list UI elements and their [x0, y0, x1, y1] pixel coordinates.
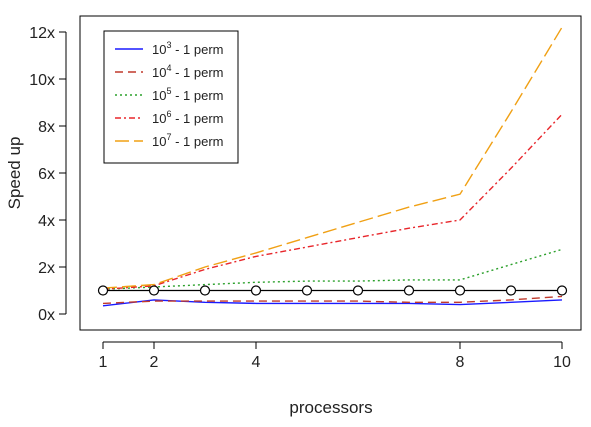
y-tick-label: 8x: [38, 119, 55, 136]
reference-layer: [97, 285, 568, 296]
reference-point: [505, 285, 517, 296]
y-axis-title: Speed up: [5, 137, 24, 210]
x-tick-label: 10: [553, 354, 571, 371]
series-line-10-3: [102, 299, 563, 307]
legend-label: 104 - 1 perm: [152, 63, 224, 80]
legend-label-exponent: 4: [166, 63, 171, 73]
y-tick-label: 10x: [29, 72, 55, 89]
axes-layer: 0x 2x 4x 6x 8x 10x 12x 1 2 4 8 10: [29, 25, 571, 371]
series-layer: [102, 26, 563, 307]
legend-label-suffix: - 1 perm: [171, 42, 223, 57]
legend-label: 105 - 1 perm: [152, 86, 224, 103]
reference-point: [403, 285, 415, 296]
legend-label-exponent: 7: [166, 132, 171, 142]
reference-point: [454, 285, 466, 296]
x-axis-title: processors: [289, 398, 372, 417]
legend-label: 106 - 1 perm: [152, 109, 224, 126]
x-tick-label: 4: [252, 354, 261, 371]
legend-label-suffix: - 1 perm: [171, 134, 223, 149]
reference-point: [301, 285, 313, 296]
legend-label-exponent: 6: [166, 109, 171, 119]
x-tick-label: 1: [99, 354, 108, 371]
reference-point: [556, 285, 568, 296]
legend-label-base: 10: [152, 134, 166, 149]
legend-label-exponent: 3: [166, 40, 171, 50]
legend-label: 107 - 1 perm: [152, 132, 224, 149]
reference-point: [250, 285, 262, 296]
series-line-10-5: [102, 248, 563, 290]
legend-label-base: 10: [152, 65, 166, 80]
reference-point: [199, 285, 211, 296]
y-tick-label: 12x: [29, 25, 55, 42]
legend-label: 103 - 1 perm: [152, 40, 224, 57]
legend-label-base: 10: [152, 88, 166, 103]
x-tick-label: 8: [456, 354, 465, 371]
legend-label-base: 10: [152, 42, 166, 57]
legend-label-exponent: 5: [166, 86, 171, 96]
legend-label-base: 10: [152, 111, 166, 126]
series-line-10-4: [102, 295, 563, 305]
plot-frame: [79, 15, 582, 331]
y-tick-label: 6x: [38, 166, 55, 183]
y-tick-label: 0x: [38, 307, 55, 324]
legend-label-suffix: - 1 perm: [171, 65, 223, 80]
reference-point: [148, 285, 160, 296]
series-line-10-7: [102, 26, 563, 289]
reference-point: [352, 285, 364, 296]
y-tick-label: 4x: [38, 213, 55, 230]
y-tick-label: 2x: [38, 260, 55, 277]
legend-label-suffix: - 1 perm: [171, 88, 223, 103]
x-tick-label: 2: [150, 354, 159, 371]
legend-label-suffix: - 1 perm: [171, 111, 223, 126]
reference-point: [97, 285, 109, 296]
